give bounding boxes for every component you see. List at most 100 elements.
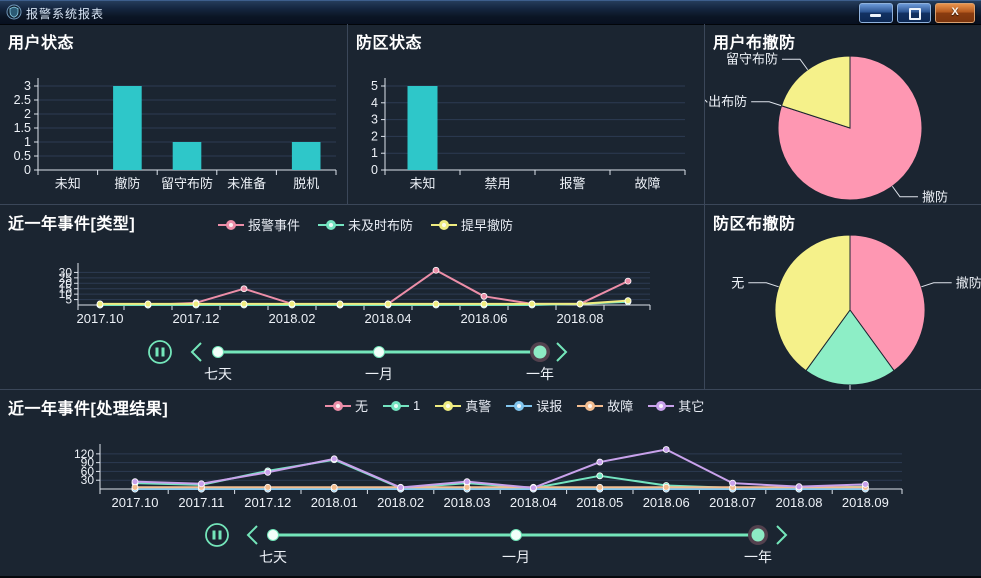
- svg-text:5: 5: [371, 79, 378, 93]
- svg-text:0: 0: [24, 163, 31, 177]
- svg-text:3: 3: [24, 79, 31, 93]
- svg-text:报警: 报警: [559, 176, 585, 191]
- legend-item-其它[interactable]: 其它: [648, 396, 704, 415]
- svg-text:撤防: 撤防: [114, 176, 140, 191]
- legend-marker-icon: [218, 219, 244, 230]
- events-result-legend: 无 1 真警 误报 故障 其它: [325, 396, 704, 415]
- svg-text:120: 120: [74, 447, 94, 461]
- legend-item-故障[interactable]: 故障: [577, 396, 633, 415]
- svg-text:20: 20: [59, 276, 73, 290]
- svg-text:2017.10: 2017.10: [77, 311, 124, 326]
- legend-item-真警[interactable]: 真警: [435, 396, 491, 415]
- svg-text:30: 30: [59, 265, 73, 279]
- svg-text:留守布防: 留守布防: [726, 52, 778, 67]
- svg-text:2018.07: 2018.07: [709, 495, 756, 510]
- svg-text:撤防: 撤防: [922, 189, 948, 204]
- legend-label: 1: [413, 398, 421, 413]
- legend-marker-icon: [506, 400, 533, 411]
- svg-text:2018.08: 2018.08: [776, 495, 823, 510]
- svg-text:2017.10: 2017.10: [112, 495, 159, 510]
- svg-text:1: 1: [371, 146, 378, 160]
- svg-text:2018.08: 2018.08: [557, 311, 604, 326]
- panel-zone-status: 防区状态 0 1 2 3 4 5 未知 禁用 报警 故障: [348, 24, 705, 205]
- svg-text:2018.02: 2018.02: [377, 495, 424, 510]
- close-icon: X: [951, 6, 959, 18]
- svg-text:3: 3: [371, 113, 378, 127]
- svg-text:2018.01: 2018.01: [311, 495, 358, 510]
- legend-marker-icon: [325, 400, 351, 411]
- svg-text:脱机: 脱机: [293, 176, 319, 191]
- svg-text:未知: 未知: [409, 176, 435, 191]
- legend-label: 误报: [536, 399, 563, 414]
- user-arm-pie-chart: 撤防 外出布防 留守布防: [705, 52, 948, 205]
- svg-text:2018.06: 2018.06: [461, 311, 508, 326]
- panel-title-events-type: 近一年事件[类型]: [8, 216, 136, 233]
- zone-arm-pie-chart: 撤防 无: [731, 234, 981, 390]
- svg-text:30: 30: [81, 473, 95, 487]
- svg-text:10: 10: [59, 287, 73, 301]
- legend-item-1[interactable]: 1: [383, 398, 420, 413]
- svg-text:4: 4: [371, 96, 378, 110]
- legend-item-未及时布防[interactable]: 未及时布防: [318, 215, 413, 234]
- minimize-icon: [870, 14, 881, 17]
- legend-item-无[interactable]: 无: [325, 396, 368, 415]
- svg-text:5: 5: [65, 293, 72, 307]
- svg-text:禁用: 禁用: [484, 176, 510, 191]
- legend-marker-icon: [383, 400, 410, 411]
- legend-label: 故障: [607, 399, 634, 414]
- svg-text:2018.06: 2018.06: [643, 495, 690, 510]
- legend-marker-icon: [318, 219, 345, 230]
- panel-user-arm: 用户布撤防 撤防 外出布防 留守布防: [705, 24, 981, 205]
- svg-text:90: 90: [81, 456, 95, 470]
- maximize-icon: [909, 8, 921, 20]
- legend-item-误报[interactable]: 误报: [506, 396, 562, 415]
- svg-text:1.5: 1.5: [14, 121, 31, 135]
- legend-marker-icon: [435, 400, 462, 411]
- title-bar: 报警系统报表 X: [0, 0, 981, 25]
- svg-text:15: 15: [59, 282, 73, 296]
- svg-text:无: 无: [731, 275, 744, 290]
- window-title: 报警系统报表: [26, 7, 105, 21]
- legend-marker-icon: [648, 400, 675, 411]
- events-type-legend: 报警事件 未及时布防 提早撤防: [218, 215, 513, 234]
- svg-text:2018.02: 2018.02: [269, 311, 316, 326]
- legend-label: 未及时布防: [348, 218, 414, 233]
- window-controls: X: [859, 3, 975, 23]
- shield-app-icon: [6, 4, 22, 20]
- panel-title-zone-status: 防区状态: [356, 35, 423, 52]
- svg-text:撤防: 撤防: [956, 275, 981, 290]
- svg-text:0.5: 0.5: [14, 149, 31, 163]
- svg-text:1: 1: [24, 135, 31, 149]
- svg-text:故障: 故障: [634, 176, 660, 191]
- zone-status-bar-chart: 0 1 2 3 4 5 未知 禁用 报警 故障: [371, 78, 686, 191]
- svg-text:25: 25: [59, 271, 73, 285]
- svg-text:外出布防: 外出布防: [705, 94, 747, 109]
- svg-text:2: 2: [24, 107, 31, 121]
- svg-text:60: 60: [81, 464, 95, 478]
- legend-marker-icon: [431, 219, 458, 230]
- svg-text:2.5: 2.5: [14, 93, 31, 107]
- svg-text:2018.04: 2018.04: [365, 311, 412, 326]
- panel-user-status: 用户状态 0 0.5 1 1.5 2 2.5 3 未知 撤防 留守布防 未准备 脱机: [0, 24, 348, 205]
- svg-text:0: 0: [371, 163, 378, 177]
- panel-events-result: 近一年事件[处理结果] 无 1 真警 误报 故障 其它 30 60 90 120 2017.10 2…: [0, 390, 981, 576]
- legend-marker-icon: [577, 400, 604, 411]
- svg-text:留守布防: 留守布防: [161, 176, 213, 191]
- panel-zone-arm: 防区布撤防 撤防 无: [705, 205, 981, 390]
- panel-title-zone-arm: 防区布撤防: [713, 216, 796, 233]
- svg-text:2018.09: 2018.09: [842, 495, 889, 510]
- minimize-button[interactable]: [859, 3, 893, 23]
- maximize-button[interactable]: [897, 3, 931, 23]
- legend-item-提早撤防[interactable]: 提早撤防: [431, 215, 513, 234]
- close-button[interactable]: X: [935, 3, 975, 23]
- svg-text:2017.11: 2017.11: [178, 495, 224, 510]
- svg-text:2018.04: 2018.04: [510, 495, 557, 510]
- legend-label: 其它: [678, 399, 705, 414]
- legend-label: 提早撤防: [461, 218, 514, 233]
- legend-item-报警事件[interactable]: 报警事件: [218, 215, 300, 234]
- svg-text:2017.12: 2017.12: [244, 495, 291, 510]
- panel-title-user-status: 用户状态: [8, 35, 75, 52]
